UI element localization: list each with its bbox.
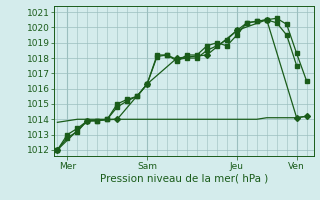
X-axis label: Pression niveau de la mer( hPa ): Pression niveau de la mer( hPa ) [100, 173, 268, 183]
